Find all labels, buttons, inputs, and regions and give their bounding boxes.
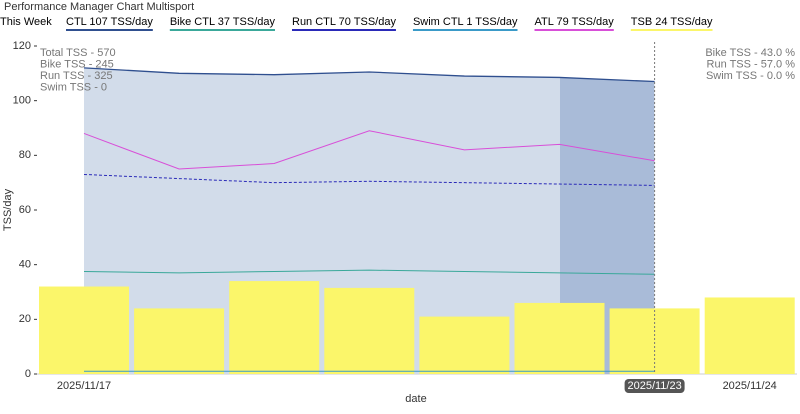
week-highlight (560, 77, 654, 374)
y-axis-label: TSS/day (2, 188, 14, 231)
ctl-area (84, 67, 655, 374)
bar (514, 302, 605, 374)
bar (419, 316, 510, 374)
annotation: Bike TSS - 43.0 % (705, 47, 795, 59)
legend-label[interactable]: Run CTL 70 TSS/day (292, 16, 396, 28)
bar (229, 281, 320, 374)
line (83, 173, 655, 186)
y-tick-label: 100 (13, 95, 31, 107)
annotation: Run TSS - 325 (40, 70, 113, 82)
annotation: Swim TSS - 0 (40, 81, 107, 93)
annotation: Swim TSS - 0.0 % (706, 70, 795, 82)
line (83, 269, 655, 275)
line (83, 130, 655, 170)
x-tick-label: 2025/11/23 (627, 380, 681, 392)
bar (704, 297, 795, 374)
bar (324, 287, 415, 374)
chart-title: Performance Manager Chart Multisport (4, 1, 194, 13)
y-tick-label: 20 (19, 313, 31, 325)
annotation: Bike TSS - 245 (40, 58, 114, 70)
bar (39, 286, 129, 374)
x-tick-label: 2025/11/17 (57, 380, 111, 392)
y-tick-label: 120 (13, 40, 31, 52)
x-label-highlight (624, 379, 685, 393)
y-tick-label: 80 (19, 149, 31, 161)
annotation: Run TSS - 57.0 % (707, 58, 796, 70)
bar (134, 308, 225, 374)
x-axis-label: date (405, 393, 426, 405)
y-tick-label: 40 (19, 259, 31, 271)
y-tick-label: 0 (25, 368, 31, 380)
legend-label[interactable]: Swim CTL 1 TSS/day (413, 16, 518, 28)
x-tick-label: 2025/11/24 (723, 380, 777, 392)
legend-label[interactable]: TSB 24 TSS/day (631, 16, 713, 28)
legend-label[interactable]: Bike CTL 37 TSS/day (170, 16, 276, 28)
y-tick-label: 60 (19, 204, 31, 216)
line (83, 67, 655, 83)
annotation: Total TSS - 570 (40, 47, 116, 59)
legend-label: This Week (0, 16, 52, 28)
legend-label[interactable]: CTL 107 TSS/day (66, 16, 153, 28)
legend-label[interactable]: ATL 79 TSS/day (535, 16, 615, 28)
